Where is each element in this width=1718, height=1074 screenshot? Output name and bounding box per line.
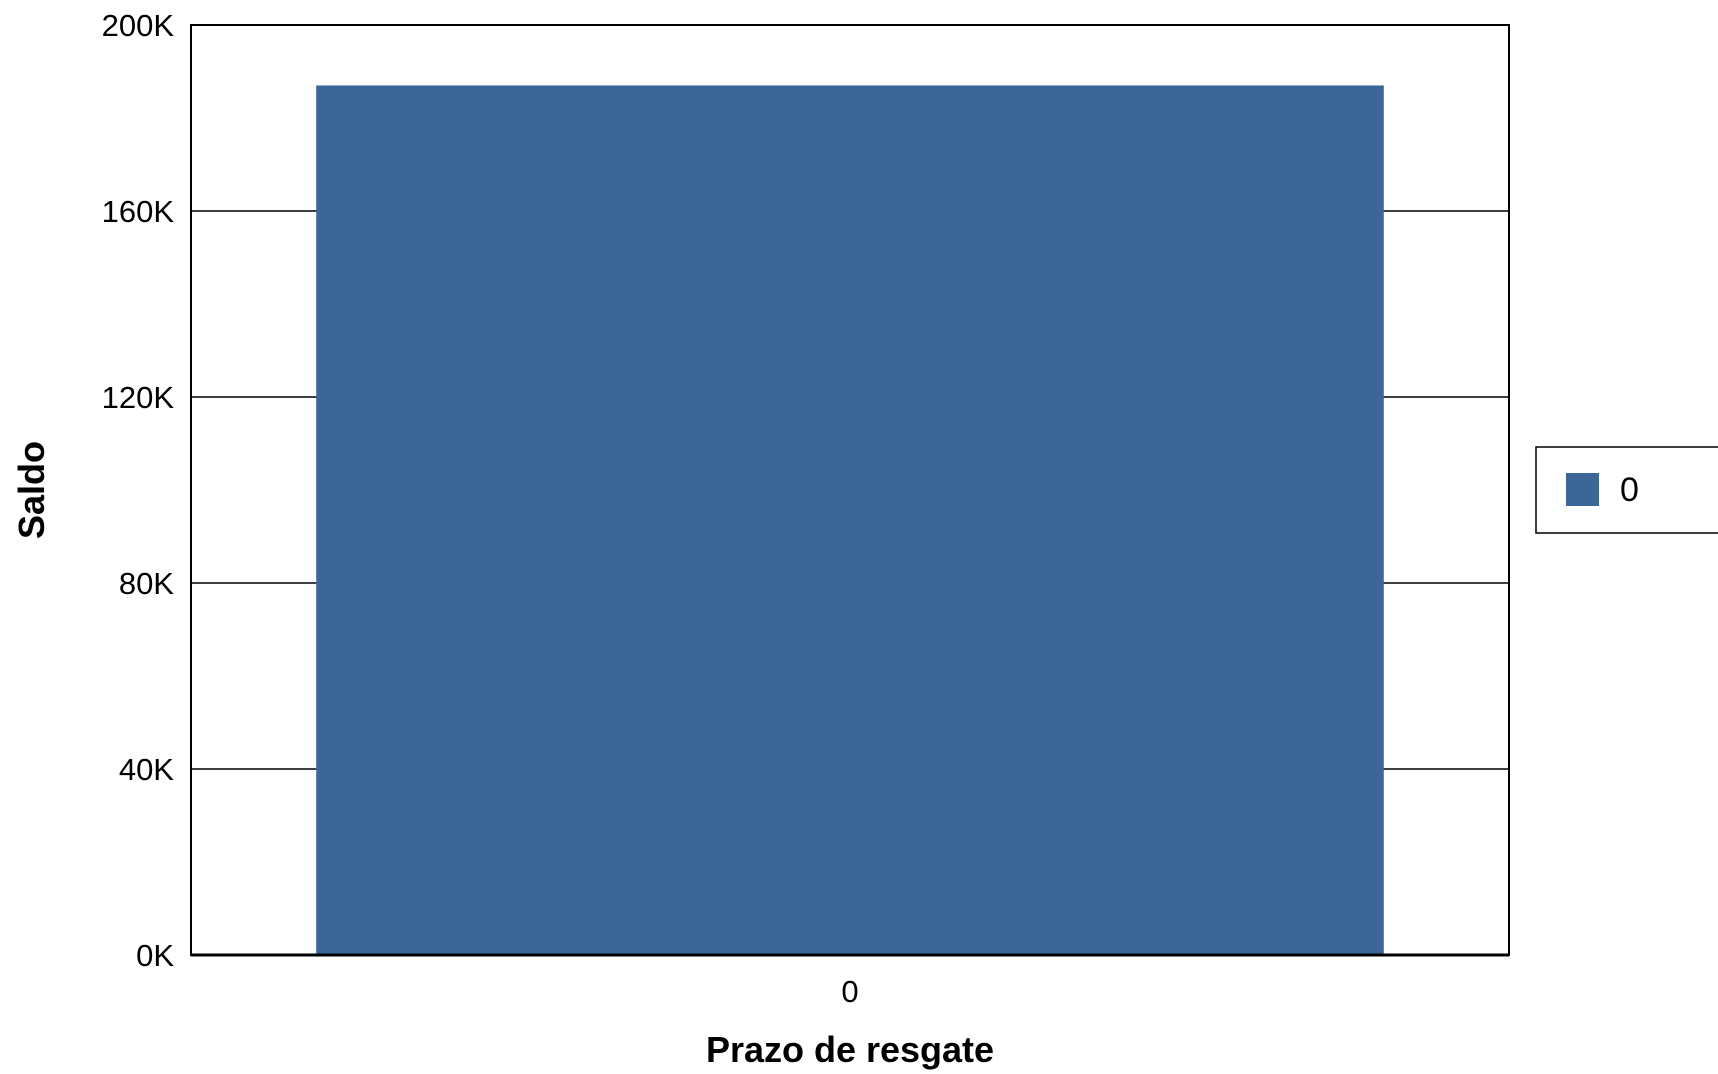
y-tick-label: 80K [119,566,174,601]
y-tick-label: 160K [102,194,175,229]
y-tick-label: 0K [136,938,174,973]
legend-swatch [1566,473,1599,506]
y-axis-ticks: 0K 40K 80K 120K 160K 200K [102,8,175,973]
bar [316,85,1384,955]
bars [316,85,1384,955]
legend-label: 0 [1620,471,1639,509]
y-axis-title: Saldo [11,441,52,539]
y-tick-label: 40K [119,752,174,787]
y-tick-label: 200K [102,8,175,43]
x-tick-label: 0 [841,974,858,1009]
x-axis-ticks: 0 [841,974,858,1009]
x-axis-title: Prazo de resgate [706,1029,994,1070]
legend: 0 [1535,446,1718,534]
y-tick-label: 120K [102,380,175,415]
